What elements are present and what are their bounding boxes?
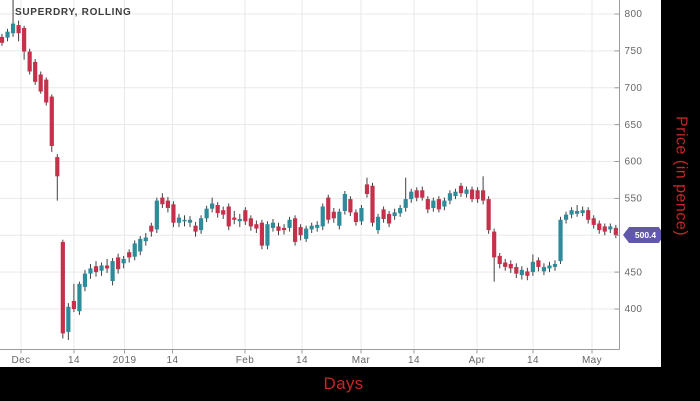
- svg-text:800: 800: [625, 9, 643, 20]
- svg-text:Mar: Mar: [352, 355, 371, 366]
- chart-title: SUPERDRY, ROLLING: [15, 7, 132, 18]
- svg-text:Apr: Apr: [469, 355, 486, 366]
- svg-text:400: 400: [625, 304, 643, 315]
- svg-text:14: 14: [408, 355, 420, 366]
- svg-text:600: 600: [625, 157, 643, 168]
- svg-text:Feb: Feb: [236, 355, 254, 366]
- svg-text:14: 14: [167, 355, 179, 366]
- svg-text:650: 650: [625, 120, 643, 131]
- svg-text:May: May: [582, 355, 602, 366]
- candlestick-plot[interactable]: 800750700650600550500450400Dec14201914Fe…: [0, 0, 661, 367]
- y-axis-band: Price (in pence): [661, 0, 700, 401]
- svg-text:700: 700: [625, 83, 643, 94]
- svg-text:550: 550: [625, 194, 643, 205]
- svg-text:14: 14: [68, 355, 80, 366]
- x-axis-title: Days: [323, 374, 364, 393]
- svg-text:Dec: Dec: [12, 355, 31, 366]
- svg-text:14: 14: [296, 355, 308, 366]
- y-axis-title: Price (in pence): [672, 116, 690, 237]
- x-axis-band: Days: [0, 367, 661, 401]
- svg-text:750: 750: [625, 46, 643, 57]
- svg-text:450: 450: [625, 267, 643, 278]
- last-price-label: 500.4: [634, 230, 657, 240]
- last-price-badge: 500.4: [623, 227, 661, 243]
- svg-text:14: 14: [527, 355, 539, 366]
- svg-text:2019: 2019: [113, 355, 137, 366]
